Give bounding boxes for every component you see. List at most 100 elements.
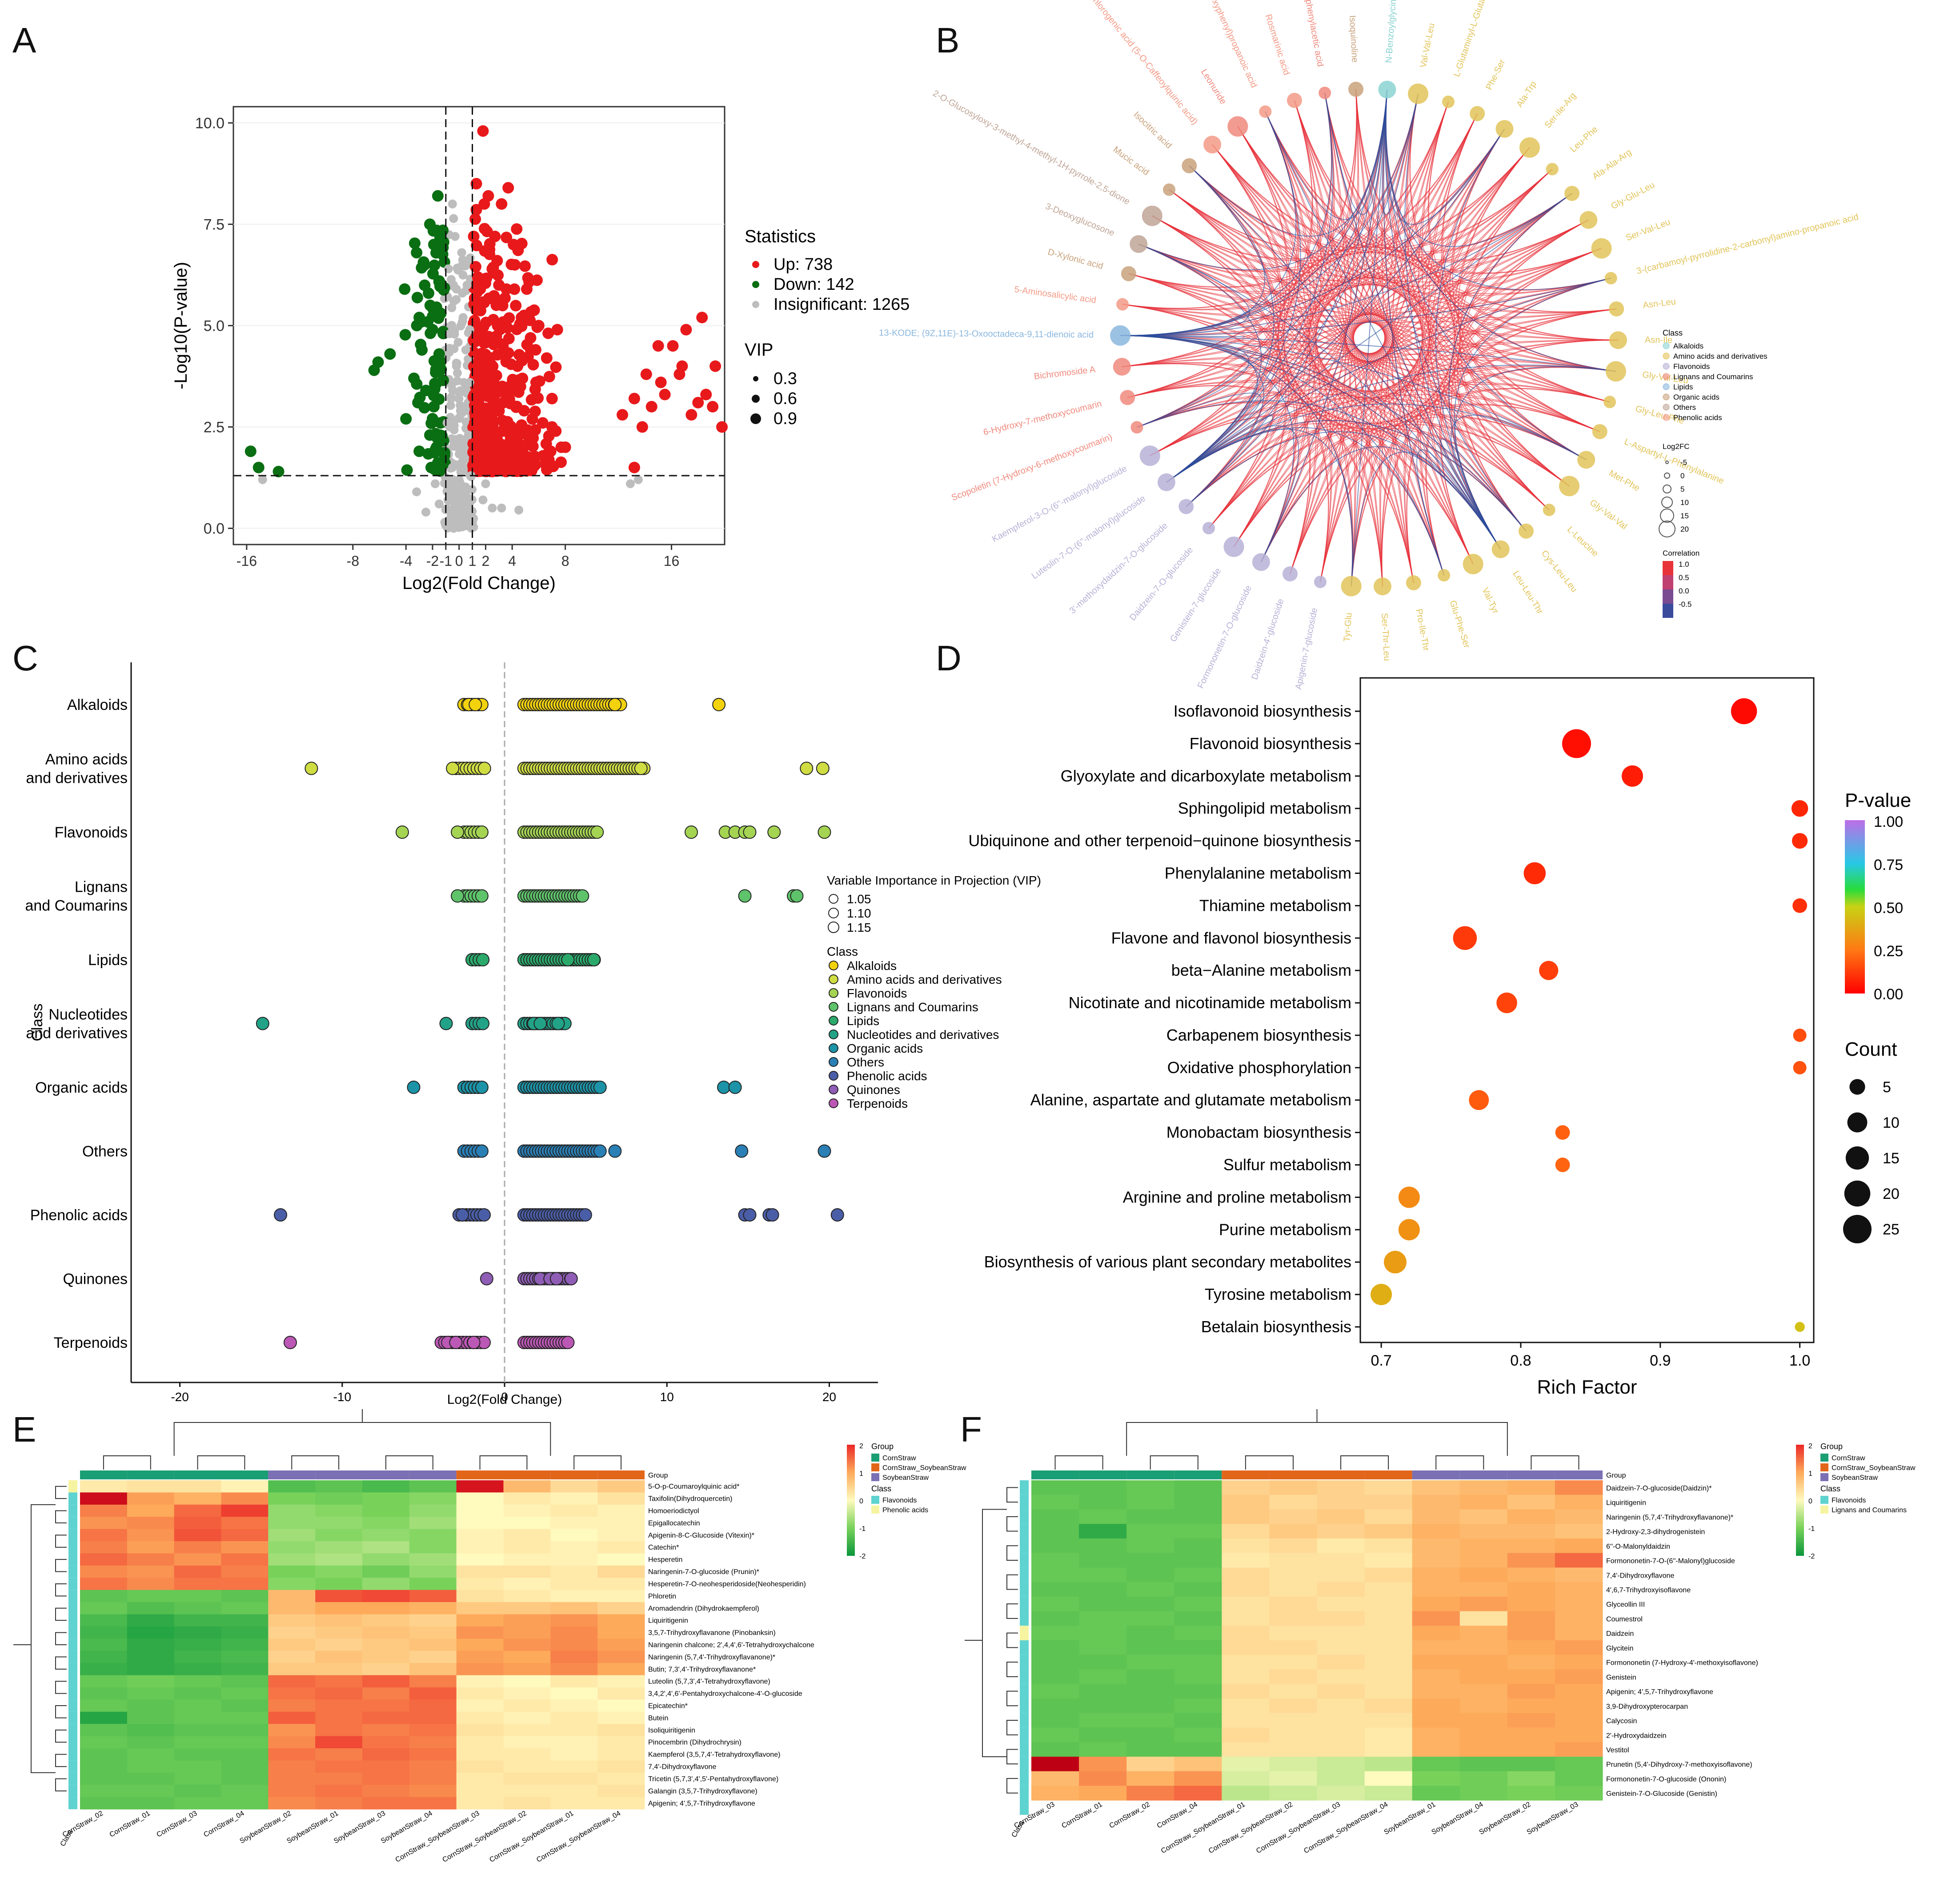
heatmap-cell [1459, 1553, 1508, 1568]
heatmap-cell [1031, 1524, 1079, 1539]
heatmap-cell [1174, 1669, 1222, 1684]
heatmap-cell [268, 1760, 316, 1773]
chord-node [1341, 576, 1362, 597]
legend-size-entry: 10 [1680, 498, 1689, 507]
class-bar-cell [68, 1578, 77, 1590]
point-up [543, 371, 555, 383]
dendrogram-row [1006, 1632, 1018, 1648]
heatmap-cell [1317, 1626, 1365, 1641]
point [456, 1208, 469, 1222]
heatmap-cell [1507, 1538, 1555, 1554]
heatmap-cell [456, 1578, 504, 1591]
row-label: Butin; 7,3',4'-Trihydroxyflavanone* [648, 1666, 756, 1673]
heatmap-cell [409, 1651, 457, 1663]
class-bar-cell [1020, 1756, 1029, 1771]
row-label: 3,9-Dihydroxypterocarpan [1606, 1703, 1688, 1711]
heatmap-cell [1126, 1684, 1174, 1699]
heatmap-cell [1222, 1596, 1270, 1612]
dendrogram-row [1006, 1487, 1018, 1503]
heatmap-cell [1222, 1742, 1270, 1757]
row-label: Glyceollin III [1606, 1601, 1645, 1609]
heatmap-cell [1126, 1538, 1174, 1554]
heatmap-cell [80, 1760, 128, 1773]
chord-negative [1189, 165, 1501, 550]
legend-vip-entry: 0.9 [774, 409, 797, 428]
row-label: Galangin (3,5,7-Trihydroxyflavone) [648, 1787, 758, 1795]
heatmap-cell [127, 1760, 175, 1773]
point-insignificant [454, 394, 464, 404]
chord-node [1178, 499, 1194, 514]
chord-node [1603, 396, 1616, 409]
legend-class-entry: Quinones [847, 1083, 900, 1097]
heatmap-cell [1079, 1524, 1127, 1539]
group-bar-cell [221, 1470, 269, 1479]
legend-scale-tick: -1 [859, 1525, 866, 1533]
legend-class-swatch [1663, 393, 1670, 401]
heatmap-cell [1269, 1655, 1317, 1670]
heatmap-cell [597, 1651, 645, 1663]
pathway-label: Carbapenem biosynthesis [1166, 1026, 1351, 1044]
heatmap-cell [1031, 1640, 1079, 1655]
chord-positive [1138, 193, 1572, 282]
heatmap-cell [1412, 1771, 1460, 1786]
class-bar-cell [68, 1602, 77, 1615]
pathway-label: Thiamine metabolism [1199, 896, 1351, 914]
heatmap-cell [1174, 1538, 1222, 1554]
legend-class-swatch [1663, 342, 1670, 349]
chord-negative [1385, 89, 1587, 461]
heatmap-cell [221, 1541, 269, 1554]
dendrogram-row [55, 1583, 67, 1597]
legend-group-entry: CornStraw_SoybeanStraw [882, 1464, 966, 1472]
point [561, 1336, 575, 1349]
point-up [510, 300, 522, 312]
category-label: Terpenoids [54, 1334, 128, 1351]
point-insignificant [453, 376, 462, 385]
chord-node [1203, 136, 1222, 154]
heatmap-cell [409, 1578, 457, 1591]
tick-label-x: -8 [347, 553, 359, 569]
point-insignificant [450, 483, 460, 493]
tick-label-x: -10 [333, 1390, 351, 1404]
heatmap-cell [1459, 1669, 1508, 1684]
heatmap-cell [597, 1797, 645, 1810]
heatmap-cell [1317, 1742, 1365, 1757]
dendrogram-row [1006, 1545, 1018, 1561]
point [480, 1272, 493, 1286]
legend-class-entry: Flavonoids [882, 1497, 917, 1504]
heatmap-cell [315, 1639, 363, 1651]
heatmap-cell [221, 1565, 269, 1578]
point [587, 953, 601, 966]
heatmap-cell [550, 1517, 598, 1530]
point [766, 1208, 779, 1222]
enrichment-bubble [1555, 1125, 1570, 1140]
legend-vip-dot [829, 894, 838, 904]
heatmap-cell [1507, 1742, 1555, 1757]
chord-negative [1166, 415, 1274, 507]
heatmap-cell [1269, 1713, 1317, 1728]
heatmap-cell [80, 1553, 128, 1566]
heatmap-cell [362, 1553, 410, 1566]
row-label: Formononetin (7-Hydroxy-4'-methoxyisofla… [1606, 1659, 1758, 1667]
chord-node [1495, 120, 1514, 138]
dendrogram-row [55, 1534, 67, 1548]
heatmap-cell [503, 1553, 551, 1566]
point-up [487, 399, 499, 411]
heatmap-cell [1555, 1713, 1603, 1728]
row-label: 2-Hydroxy-2,3-dihydrogenistein [1606, 1528, 1705, 1536]
heatmap-cell [362, 1565, 410, 1578]
point-up [500, 439, 512, 451]
heatmap-cell [174, 1711, 221, 1724]
heatmap-cell [1174, 1553, 1222, 1568]
point [735, 1144, 749, 1158]
chord-negative [1138, 89, 1388, 270]
legend-scale-tick: -2 [859, 1553, 866, 1560]
heatmap-cell [1031, 1713, 1079, 1728]
heatmap-cell [597, 1541, 645, 1554]
heatmap-cell [503, 1578, 551, 1591]
heatmap-cell [221, 1517, 269, 1530]
class-bar-cell [68, 1663, 77, 1675]
heatmap-cell [1126, 1524, 1174, 1539]
heatmap-cell [1317, 1494, 1365, 1510]
chord-node [1579, 211, 1598, 229]
point-up [541, 352, 553, 364]
